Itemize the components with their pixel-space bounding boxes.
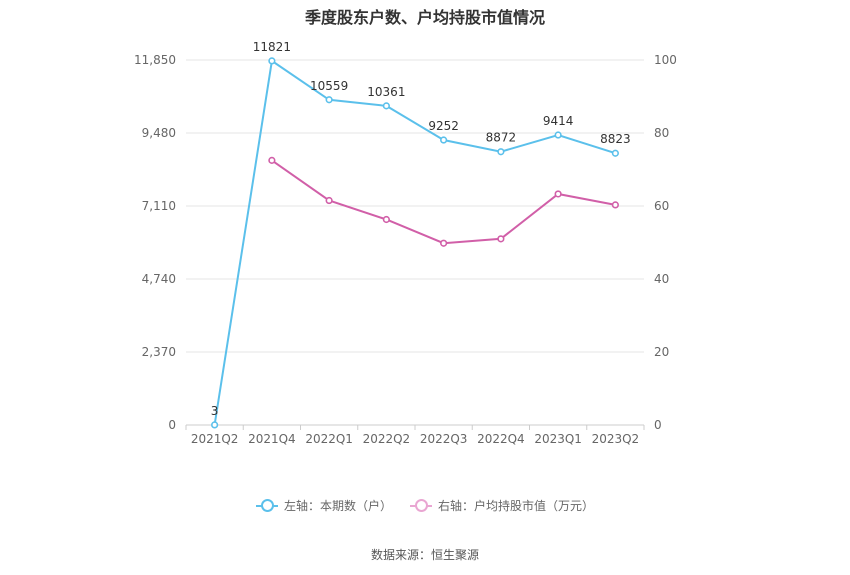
x-axis-tick-label: 2022Q3 — [420, 432, 468, 446]
data-label: 8872 — [486, 131, 517, 145]
data-label: 3 — [211, 404, 219, 418]
legend-label-avg-holding-value: 右轴：户均持股市值（万元） — [438, 499, 595, 513]
data-point — [268, 57, 276, 65]
legend-label-households: 左轴：本期数（户） — [283, 499, 392, 513]
chart-legend: 左轴：本期数（户） 右轴：户均持股市值（万元） — [0, 497, 850, 514]
left-axis-tick-label: 7,110 — [142, 199, 176, 213]
series-line-1 — [271, 159, 616, 245]
left-axis-tick-label: 11,850 — [134, 53, 176, 67]
data-point — [497, 235, 505, 243]
legend-item-households[interactable]: 左轴：本期数（户） — [255, 497, 392, 514]
data-point — [325, 96, 333, 104]
data-label: 10559 — [310, 79, 348, 93]
right-axis-tick-label: 60 — [654, 199, 669, 213]
x-axis-tick-label: 2021Q2 — [191, 432, 239, 446]
data-point — [382, 102, 390, 110]
data-label: 10361 — [367, 85, 405, 99]
data-point — [382, 215, 390, 224]
data-point — [211, 421, 219, 429]
data-point — [440, 239, 448, 247]
x-axis-tick-label: 2022Q1 — [305, 432, 353, 446]
legend-marker-avg-holding-value — [410, 499, 432, 512]
right-axis-tick-label: 40 — [654, 272, 669, 286]
left-axis-tick-label: 2,370 — [142, 345, 176, 359]
data-point — [611, 149, 619, 157]
left-axis-tick-label: 9,480 — [142, 126, 176, 140]
right-axis-tick-label: 100 — [654, 53, 677, 67]
series-line-0 — [213, 59, 616, 426]
x-axis-tick-label: 2021Q4 — [248, 432, 296, 446]
data-source: 数据来源：恒生聚源 — [370, 548, 479, 562]
right-axis-tick-label: 80 — [654, 126, 669, 140]
data-point — [611, 201, 619, 209]
data-point — [440, 136, 448, 144]
legend-marker-households — [255, 499, 278, 512]
data-point — [554, 131, 562, 139]
left-axis-tick-label: 4,740 — [142, 272, 176, 286]
right-axis-tick-label: 0 — [654, 418, 662, 432]
data-label: 9414 — [543, 114, 574, 128]
data-point — [325, 196, 333, 205]
data-label: 9252 — [428, 119, 459, 133]
legend-item-avg-holding-value[interactable]: 右轴：户均持股市值（万元） — [410, 497, 594, 514]
right-axis-tick-label: 20 — [654, 345, 669, 359]
data-label: 11821 — [253, 40, 291, 54]
chart-title: 季度股东户数、户均持股市值情况 — [304, 8, 545, 27]
data-label: 8823 — [600, 132, 631, 146]
x-axis-tick-label: 2022Q4 — [477, 432, 525, 446]
data-point — [497, 148, 505, 156]
x-axis-tick-label: 2022Q2 — [363, 432, 411, 446]
x-axis-tick-label: 2023Q2 — [592, 432, 640, 446]
left-axis-tick-label: 0 — [168, 418, 176, 432]
x-axis-tick-label: 2023Q1 — [534, 432, 582, 446]
data-point — [554, 190, 562, 198]
data-point — [268, 156, 276, 164]
